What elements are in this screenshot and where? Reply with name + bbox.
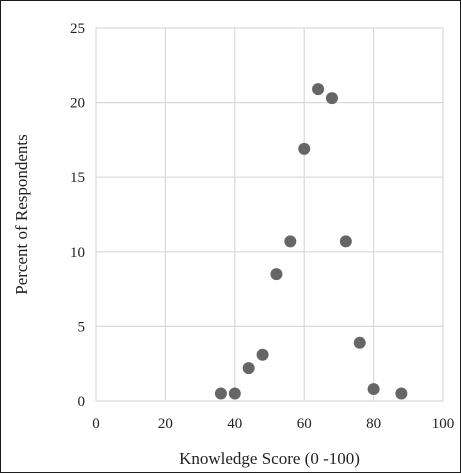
y-axis-title: Percent of Respondents [12,134,31,295]
x-tick-label-100: 100 [432,416,455,432]
x-tick-label-0: 0 [92,416,100,432]
x-tick-label-20: 20 [158,416,173,432]
data-point-5 [270,268,283,281]
data-point-9 [325,92,338,105]
x-tick-label-40: 40 [227,416,242,432]
data-point-6 [284,235,297,248]
y-tick-labels: 0 5 10 15 20 25 [70,21,85,410]
x-tick-labels: 0 20 40 60 80 100 [92,416,454,432]
data-point-8 [312,83,325,96]
y-tick-label-15: 15 [70,170,85,186]
y-tick-label-10: 10 [70,245,85,261]
grid-lines [95,27,444,402]
y-tick-label-5: 5 [78,319,86,335]
x-tick-label-60: 60 [297,416,312,432]
data-point-13 [395,387,408,400]
data-point-12 [367,383,380,396]
y-tick-label-0: 0 [78,394,86,410]
data-point-11 [353,336,366,349]
data-point-7 [298,142,311,155]
data-points [214,83,408,400]
data-point-10 [339,235,352,248]
data-point-3 [242,362,255,375]
data-point-1 [214,387,227,400]
y-tick-label-25: 25 [70,21,85,37]
y-tick-label-20: 20 [70,96,85,112]
data-point-2 [228,387,241,400]
data-point-4 [256,348,269,361]
x-tick-label-80: 80 [366,416,381,432]
x-axis-title: Knowledge Score (0 -100) [179,449,360,468]
